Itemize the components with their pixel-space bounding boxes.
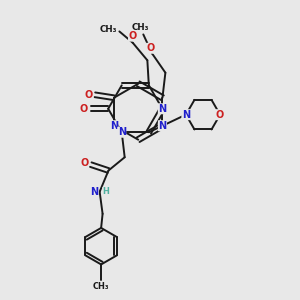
Text: N: N: [158, 121, 166, 131]
Text: N: N: [182, 110, 190, 120]
Text: O: O: [146, 43, 155, 53]
Text: N: N: [90, 187, 98, 197]
Text: O: O: [128, 31, 137, 41]
Text: O: O: [85, 90, 93, 100]
Text: O: O: [216, 110, 224, 120]
Text: N: N: [158, 104, 166, 114]
Text: N: N: [118, 127, 126, 137]
Text: CH₃: CH₃: [93, 282, 110, 291]
Text: N: N: [110, 121, 118, 131]
Text: O: O: [80, 158, 88, 168]
Text: O: O: [80, 104, 88, 114]
Text: H: H: [103, 187, 110, 196]
Text: CH₃: CH₃: [99, 26, 117, 34]
Text: CH₃: CH₃: [132, 22, 149, 32]
